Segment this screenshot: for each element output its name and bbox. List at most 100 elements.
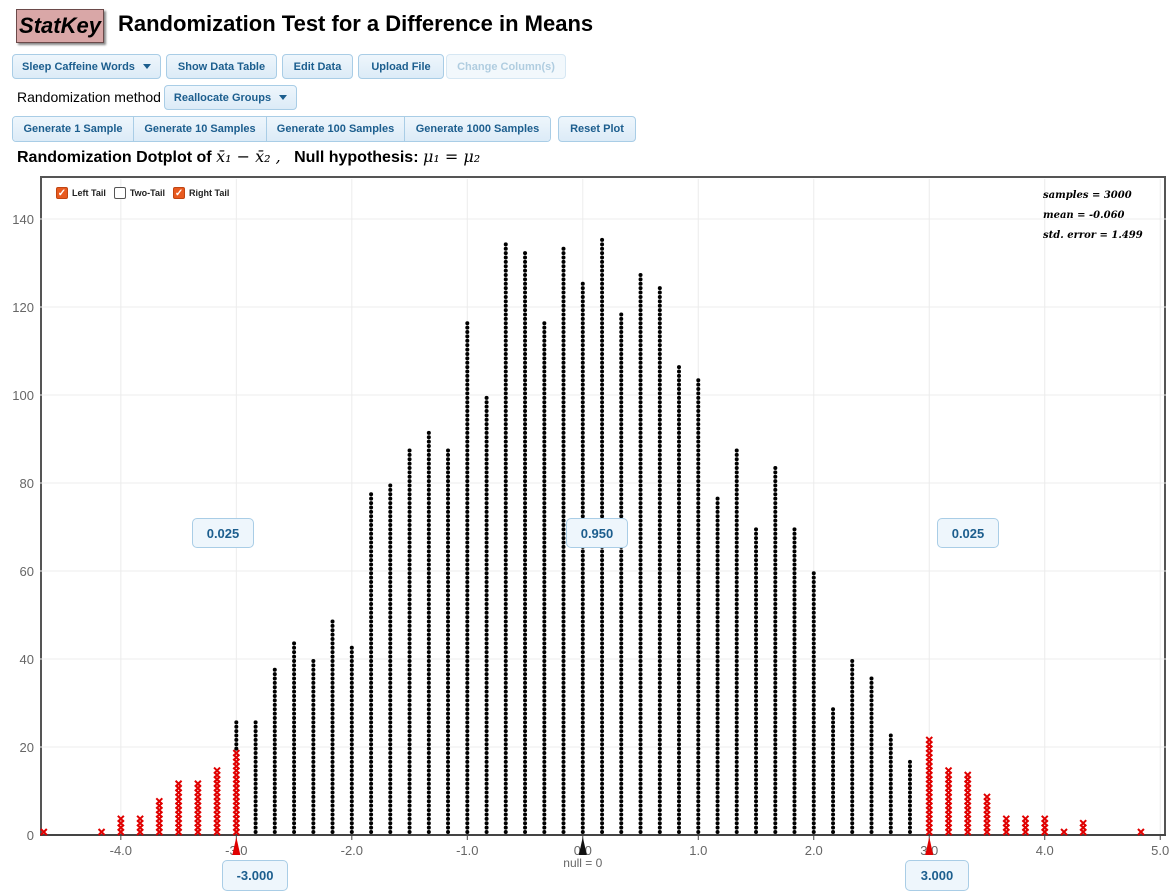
middle-proportion[interactable]: 0.950 xyxy=(566,518,628,548)
left-cutoff-value[interactable]: -3.000 xyxy=(222,860,288,891)
right-tail-checkbox[interactable]: ✓ xyxy=(173,187,186,199)
dot xyxy=(561,514,566,519)
dot xyxy=(484,680,489,685)
dot xyxy=(465,514,470,519)
dot xyxy=(657,794,662,799)
dot xyxy=(676,650,681,655)
change-columns-button[interactable]: Change Column(s) xyxy=(446,54,566,79)
dot xyxy=(369,672,374,677)
dot xyxy=(696,566,701,571)
dot xyxy=(272,707,277,712)
dot xyxy=(696,680,701,685)
dot xyxy=(349,812,354,817)
right-tail-label[interactable]: Right Tail xyxy=(189,188,230,198)
dot xyxy=(657,444,662,449)
left-tail-checkbox[interactable]: ✓ xyxy=(56,187,68,199)
dot xyxy=(811,733,816,738)
dot xyxy=(869,711,874,716)
dot xyxy=(465,654,470,659)
dot xyxy=(600,492,605,497)
dot xyxy=(542,351,547,356)
dot-column xyxy=(715,496,720,834)
dot xyxy=(792,821,797,826)
dot xyxy=(619,316,624,321)
two-tail-checkbox[interactable] xyxy=(113,187,126,199)
dot xyxy=(734,707,739,712)
statkey-logo[interactable]: StatKey xyxy=(16,9,104,43)
dot xyxy=(330,680,335,685)
x-tick-label: 1.0 xyxy=(689,843,707,858)
dot xyxy=(330,715,335,720)
dot xyxy=(676,808,681,813)
dot xyxy=(484,536,489,541)
dot xyxy=(811,663,816,668)
dataset-dropdown[interactable]: Sleep Caffeine Words xyxy=(12,54,161,79)
dot xyxy=(349,667,354,672)
dot xyxy=(561,365,566,370)
generate-100-samples-button[interactable]: Generate 100 Samples xyxy=(267,117,405,141)
generate-10-samples-button[interactable]: Generate 10 Samples xyxy=(134,117,267,141)
dot xyxy=(292,733,297,738)
dot xyxy=(600,825,605,830)
reset-plot-button[interactable]: Reset Plot xyxy=(558,116,636,142)
dot-column xyxy=(676,365,681,834)
dot xyxy=(426,689,431,694)
dot xyxy=(503,658,508,663)
dot xyxy=(253,777,258,782)
dot xyxy=(773,549,778,554)
left-tail-proportion[interactable]: 0.025 xyxy=(192,518,254,548)
right-tail-proportion[interactable]: 0.025 xyxy=(937,518,999,548)
dot xyxy=(503,830,508,834)
cutoff-markers[interactable] xyxy=(232,837,934,855)
dot xyxy=(850,803,855,808)
dot xyxy=(465,505,470,510)
cutoff-marker-icon[interactable] xyxy=(232,837,241,855)
two-tail-label[interactable]: Two-Tail xyxy=(129,188,166,198)
dot xyxy=(580,597,585,602)
upload-file-button[interactable]: Upload File xyxy=(358,54,444,79)
dot xyxy=(503,487,508,492)
randomization-method-dropdown[interactable]: Reallocate Groups xyxy=(164,85,297,110)
dot xyxy=(330,667,335,672)
generate-1000-samples-button[interactable]: Generate 1000 Samples xyxy=(405,117,550,141)
dot xyxy=(676,531,681,536)
edit-data-button[interactable]: Edit Data xyxy=(282,54,353,79)
show-data-table-button[interactable]: Show Data Table xyxy=(166,54,277,79)
dot xyxy=(349,808,354,813)
dot xyxy=(715,505,720,510)
dot xyxy=(715,746,720,751)
dot xyxy=(657,308,662,313)
tail-dot xyxy=(174,780,183,788)
cutoff-marker-icon[interactable] xyxy=(925,837,934,855)
dot xyxy=(715,821,720,826)
dot xyxy=(831,816,836,821)
dot xyxy=(407,470,412,475)
dot xyxy=(907,830,912,834)
dot xyxy=(773,781,778,786)
dot xyxy=(542,715,547,720)
left-tail-label[interactable]: Left Tail xyxy=(72,188,106,198)
dot xyxy=(580,338,585,343)
dot xyxy=(734,733,739,738)
dot xyxy=(465,465,470,470)
generate-1-sample-button[interactable]: Generate 1 Sample xyxy=(13,117,134,141)
dot xyxy=(619,794,624,799)
dot xyxy=(426,562,431,567)
right-cutoff-value[interactable]: 3.000 xyxy=(905,860,969,891)
dot xyxy=(715,781,720,786)
dot-column xyxy=(117,815,125,836)
page-title: Randomization Test for a Difference in M… xyxy=(118,11,594,36)
dot xyxy=(638,531,643,536)
dot xyxy=(484,707,489,712)
dot xyxy=(696,518,701,523)
dot xyxy=(638,347,643,352)
dot xyxy=(484,540,489,545)
dot xyxy=(657,615,662,620)
dot xyxy=(542,505,547,510)
dot xyxy=(465,566,470,571)
dot xyxy=(831,786,836,791)
dot xyxy=(696,408,701,413)
dot xyxy=(754,632,759,637)
dot xyxy=(734,544,739,549)
